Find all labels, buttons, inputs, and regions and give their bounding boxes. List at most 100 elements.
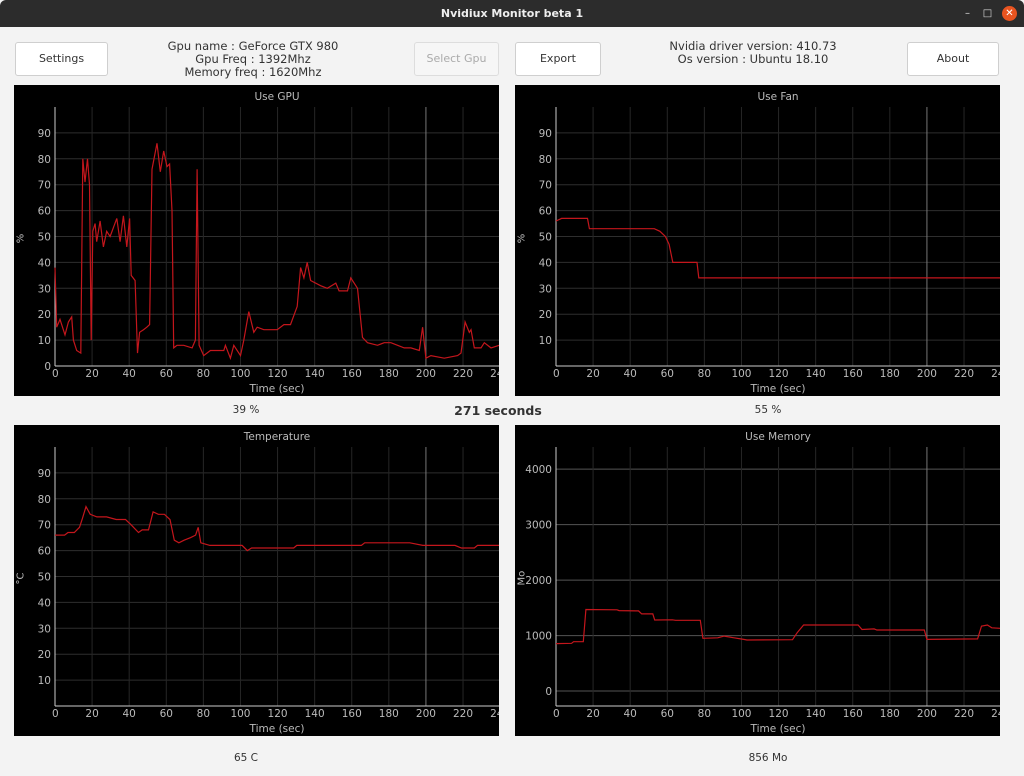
y-tick-label: 40 xyxy=(38,597,51,609)
x-axis-label: Time (sec) xyxy=(249,383,305,395)
y-tick-label: 80 xyxy=(38,154,51,166)
y-tick-label: 60 xyxy=(38,546,51,558)
memory-usage-chart: Use Memory Time (sec) Mo 0 1000 2000 3000 4000 0… xyxy=(515,425,1000,736)
y-tick-label: 40 xyxy=(539,257,552,269)
x-tick-label: 220 xyxy=(453,368,473,380)
x-axis-label: Time (sec) xyxy=(750,723,806,735)
x-tick-label: 60 xyxy=(160,368,173,380)
x-tick-label: 220 xyxy=(954,708,974,720)
y-tick-label: 0 xyxy=(545,686,552,698)
y-tick-label: 0 xyxy=(44,361,51,373)
x-tick-label: 160 xyxy=(342,708,362,720)
x-tick-label: 0 xyxy=(553,708,560,720)
y-tick-label: 10 xyxy=(38,335,51,347)
x-axis-label: Time (sec) xyxy=(249,723,305,735)
y-tick-label: 2000 xyxy=(525,575,552,587)
chart-title: Use GPU xyxy=(254,91,300,103)
x-tick-label: 100 xyxy=(230,708,250,720)
y-tick-label: 10 xyxy=(539,335,552,347)
y-tick-label: 30 xyxy=(38,283,51,295)
gpu-name: Gpu name : GeForce GTX 980 xyxy=(167,39,339,53)
window-title: Nvidiux Monitor beta 1 xyxy=(440,7,584,20)
x-tick-label: 100 xyxy=(230,368,250,380)
y-tick-label: 70 xyxy=(539,180,552,192)
x-tick-label: 240 xyxy=(490,708,499,720)
x-tick-label: 80 xyxy=(698,368,711,380)
y-tick-label: 50 xyxy=(38,572,51,584)
x-tick-label: 180 xyxy=(379,368,399,380)
close-button[interactable]: ✕ xyxy=(1002,6,1017,21)
export-button[interactable]: Export xyxy=(515,42,601,76)
gpu-usage-chart: Use GPU Time (sec)% 0 10 20 30 40 50 60 70 80 90 0 20… xyxy=(14,85,499,396)
y-tick-label: 4000 xyxy=(525,464,552,476)
x-tick-label: 120 xyxy=(268,708,288,720)
x-tick-label: 220 xyxy=(954,368,974,380)
chart-title: Use Memory xyxy=(745,431,811,443)
data-series-line xyxy=(54,143,499,361)
x-tick-label: 200 xyxy=(917,708,937,720)
temperature-readout: 65 C xyxy=(233,752,259,764)
y-tick-label: 80 xyxy=(539,154,552,166)
x-tick-label: 160 xyxy=(843,368,863,380)
x-tick-label: 140 xyxy=(806,368,826,380)
title-bar: Nvidiux Monitor beta 1 – □ ✕ xyxy=(0,0,1024,27)
y-tick-label: 20 xyxy=(38,649,51,661)
temperature-chart: Temperature Time (sec) °C 10 20 30 40 50 60 70 80 9… xyxy=(14,425,499,736)
memory-usage-readout: 856 Mo xyxy=(748,752,788,764)
x-tick-label: 40 xyxy=(623,368,636,380)
chart-title: Temperature xyxy=(243,431,311,443)
chart-plot: 0 10 20 30 40 50 60 70 80 90 0 20 40 60 80 100 120 140 160… xyxy=(38,107,499,380)
chart-plot: 0 1000 2000 3000 4000 0 20 40 60 80 100 120 140 160 18… xyxy=(525,447,1000,720)
fan-usage-readout: 55 % xyxy=(754,404,782,416)
gpu-usage-readout: 39 % xyxy=(232,404,260,416)
x-tick-label: 20 xyxy=(586,368,599,380)
x-tick-label: 20 xyxy=(85,708,98,720)
x-tick-label: 120 xyxy=(268,368,288,380)
settings-button[interactable]: Settings xyxy=(15,42,108,76)
chart-plot: 10 20 30 40 50 60 70 80 90 0 20 40 60 80 100 120 140 160 1… xyxy=(539,107,1000,380)
y-tick-label: 10 xyxy=(38,675,51,687)
x-tick-label: 100 xyxy=(731,708,751,720)
data-series-line xyxy=(55,505,499,552)
y-tick-label: 20 xyxy=(539,309,552,321)
maximize-button[interactable]: □ xyxy=(982,8,993,19)
x-tick-label: 180 xyxy=(880,708,900,720)
system-info: Nvidia driver version: 410.73 Os version… xyxy=(633,40,873,66)
y-tick-label: 90 xyxy=(38,128,51,140)
select-gpu-button[interactable]: Select Gpu xyxy=(414,42,499,76)
x-tick-label: 60 xyxy=(160,708,173,720)
driver-version: Nvidia driver version: 410.73 xyxy=(669,39,837,53)
x-tick-label: 120 xyxy=(769,368,789,380)
x-tick-label: 0 xyxy=(553,368,560,380)
y-tick-label: 90 xyxy=(539,128,552,140)
x-tick-label: 40 xyxy=(122,708,135,720)
x-tick-label: 200 xyxy=(416,708,436,720)
x-tick-label: 60 xyxy=(661,368,674,380)
x-tick-label: 80 xyxy=(197,708,210,720)
x-tick-label: 100 xyxy=(731,368,751,380)
gpu-freq: Gpu Freq : 1392Mhz xyxy=(195,52,311,66)
os-version: Os version : Ubuntu 18.10 xyxy=(677,52,829,66)
y-tick-label: 50 xyxy=(539,232,552,244)
y-tick-label: 70 xyxy=(38,520,51,532)
x-tick-label: 140 xyxy=(305,708,325,720)
gpu-info: Gpu name : GeForce GTX 980 Gpu Freq : 13… xyxy=(153,40,353,79)
about-button[interactable]: About xyxy=(907,42,999,76)
x-axis-label: Time (sec) xyxy=(750,383,806,395)
fan-usage-chart: Use Fan Time (sec)% 10 20 30 40 50 60 70 80 90 0 20 4… xyxy=(515,85,1000,396)
y-tick-label: 90 xyxy=(38,468,51,480)
minimize-button[interactable]: – xyxy=(965,8,970,19)
x-tick-label: 80 xyxy=(698,708,711,720)
chart-title: Use Fan xyxy=(757,91,799,103)
x-tick-label: 160 xyxy=(342,368,362,380)
x-tick-label: 240 xyxy=(991,368,1000,380)
y-tick-label: 60 xyxy=(539,206,552,218)
y-tick-label: 30 xyxy=(539,283,552,295)
x-tick-label: 40 xyxy=(623,708,636,720)
data-series-line xyxy=(555,217,1000,279)
x-tick-label: 180 xyxy=(379,708,399,720)
x-tick-label: 80 xyxy=(197,368,210,380)
x-tick-label: 0 xyxy=(52,708,59,720)
x-tick-label: 160 xyxy=(843,708,863,720)
x-tick-label: 0 xyxy=(52,368,59,380)
